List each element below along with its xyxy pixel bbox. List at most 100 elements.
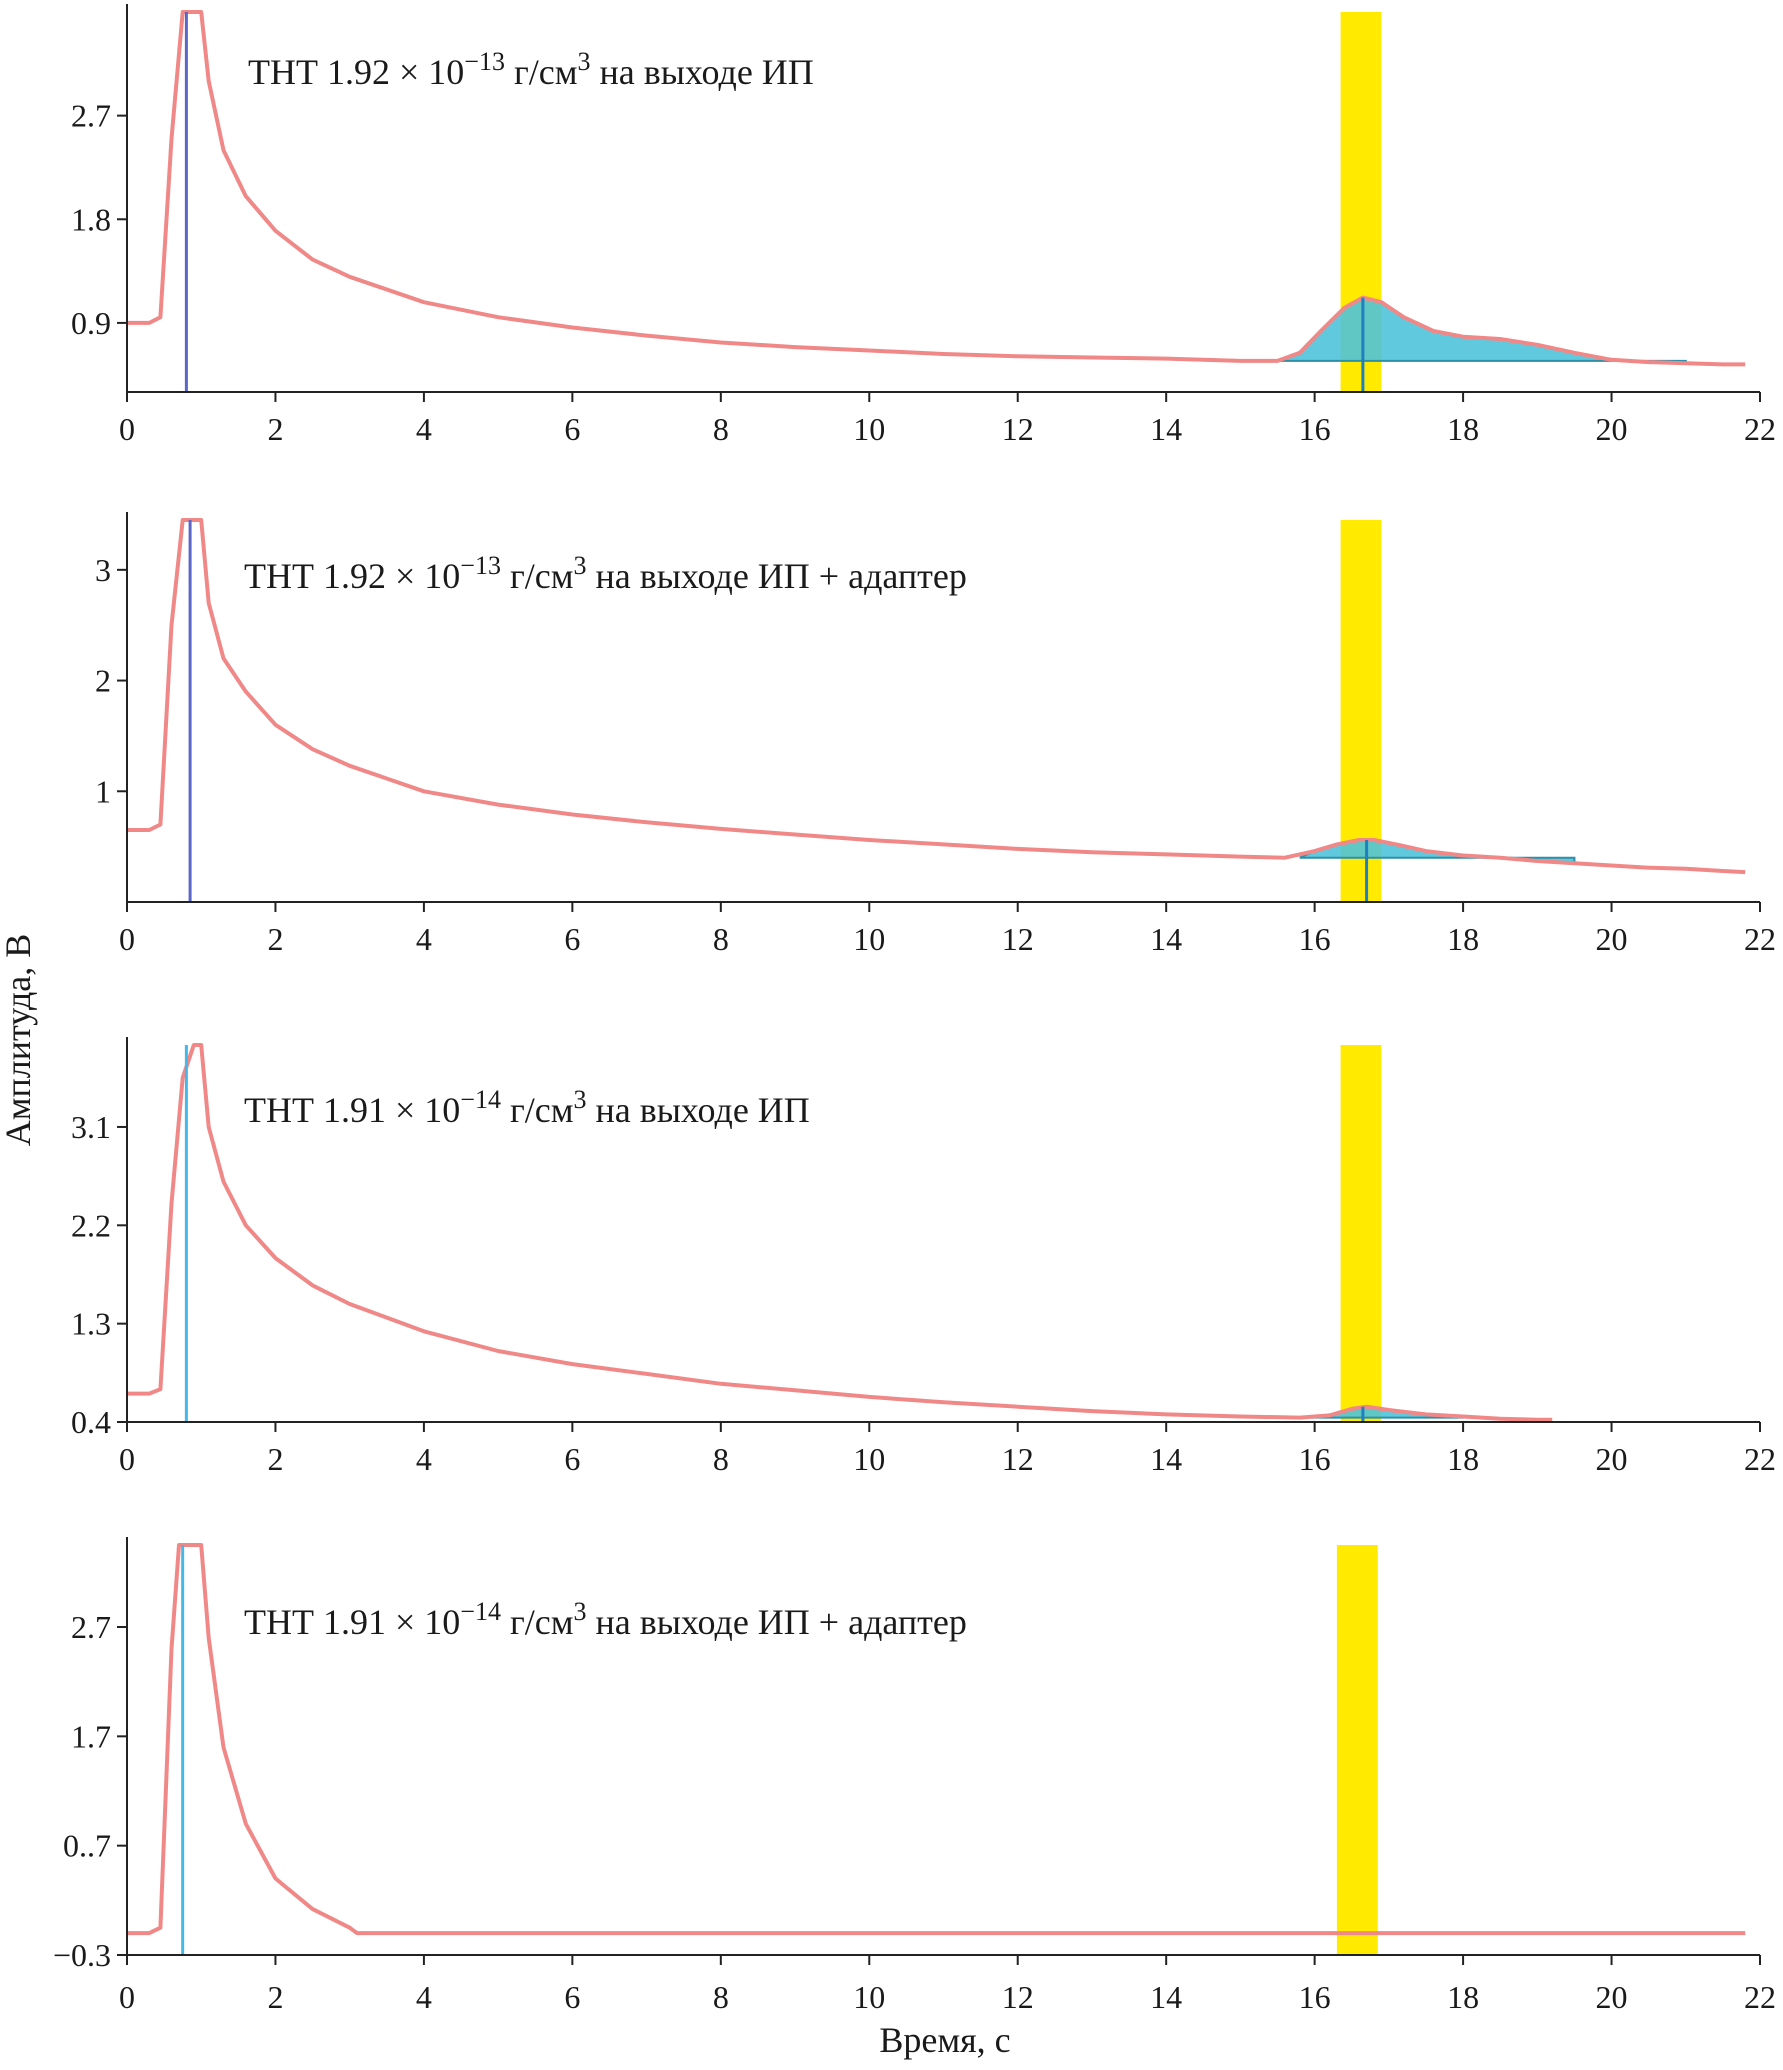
x-tick-label: 4: [416, 411, 432, 447]
y-tick-label: 2.2: [71, 1207, 111, 1243]
x-tick-label: 4: [416, 1979, 432, 2015]
y-tick-label: 1.3: [71, 1306, 111, 1342]
y-tick-label: 1: [95, 773, 111, 809]
annotation-prefix: ТНТ 1.92 × 10: [248, 52, 464, 92]
y-tick-label: 0.4: [71, 1404, 111, 1440]
y-tick-label: 1.7: [71, 1718, 111, 1754]
x-tick-label: 6: [564, 921, 580, 957]
x-tick-label: 12: [1002, 411, 1034, 447]
y-tick-label: 3.1: [71, 1109, 111, 1145]
x-tick-label: 16: [1299, 1979, 1331, 2015]
x-tick-label: 14: [1150, 1979, 1182, 2015]
panel-annotation: ТНТ 1.91 × 10−14 г/см3 на выходе ИП + ад…: [244, 1597, 967, 1642]
x-tick-label: 4: [416, 1441, 432, 1477]
annotation-suffix: на выходе ИП + адаптер: [586, 1602, 966, 1642]
x-tick-label: 20: [1596, 1979, 1628, 2015]
x-tick-label: 10: [853, 1979, 885, 2015]
annotation-units_exp: 3: [577, 47, 590, 76]
panel-1: 0 2 4 6 8 10 12 14 16 18 20 22 0.9 1.8 2.7 ТНТ 1.92 × 1…: [71, 4, 1776, 447]
series-line-signal: [127, 10, 1746, 367]
x-tick-label: 6: [564, 1441, 580, 1477]
x-tick-label: 20: [1596, 411, 1628, 447]
series-line-signal: [127, 1043, 1553, 1422]
annotation-exponent: −14: [460, 1085, 501, 1114]
panel-annotation: ТНТ 1.91 × 10−14 г/см3 на выходе ИП: [244, 1085, 810, 1130]
x-tick-label: 14: [1150, 411, 1182, 447]
x-tick-label: 0: [119, 1979, 135, 2015]
annotation-units: г/см: [501, 1602, 574, 1642]
x-tick-label: 10: [853, 921, 885, 957]
y-tick-label: 3: [95, 552, 111, 588]
x-tick-label: 20: [1596, 921, 1628, 957]
x-tick-label: 18: [1447, 1441, 1479, 1477]
y-tick-label: 1.8: [71, 201, 111, 237]
x-tick-label: 0: [119, 411, 135, 447]
x-tick-label: 0: [119, 1441, 135, 1477]
x-tick-label: 4: [416, 921, 432, 957]
annotation-prefix: ТНТ 1.91 × 10: [244, 1602, 460, 1642]
y-tick-label: 0..7: [63, 1828, 111, 1864]
x-tick-label: 8: [713, 1441, 729, 1477]
annotation-exponent: −13: [464, 47, 505, 76]
x-tick-label: 2: [267, 1441, 283, 1477]
x-tick-label: 16: [1299, 411, 1331, 447]
x-tick-label: 10: [853, 411, 885, 447]
series-line-signal: [127, 1543, 1746, 1936]
annotation-units_exp: 3: [573, 551, 586, 580]
annotation-suffix: на выходе ИП: [586, 1090, 809, 1130]
x-tick-label: 18: [1447, 411, 1479, 447]
x-tick-label: 20: [1596, 1441, 1628, 1477]
x-axis-title: Время, с: [879, 2020, 1010, 2060]
x-tick-label: 16: [1299, 1441, 1331, 1477]
annotation-units: г/см: [501, 556, 574, 596]
x-tick-label: 6: [564, 1979, 580, 2015]
x-tick-label: 2: [267, 1979, 283, 2015]
x-tick-label: 22: [1744, 921, 1776, 957]
annotation-suffix: на выходе ИП + адаптер: [586, 556, 966, 596]
y-axis-title: Амплитуда, В: [0, 934, 38, 1147]
x-tick-label: 6: [564, 411, 580, 447]
x-tick-label: 10: [853, 1441, 885, 1477]
x-tick-label: 8: [713, 921, 729, 957]
x-tick-label: 16: [1299, 921, 1331, 957]
x-tick-label: 18: [1447, 1979, 1479, 2015]
y-tick-label: 2.7: [71, 1609, 111, 1645]
x-tick-label: 12: [1002, 1979, 1034, 2015]
annotation-prefix: ТНТ 1.92 × 10: [244, 556, 460, 596]
x-tick-label: 22: [1744, 1979, 1776, 2015]
x-tick-label: 12: [1002, 921, 1034, 957]
x-tick-label: 2: [267, 411, 283, 447]
annotation-prefix: ТНТ 1.91 × 10: [244, 1090, 460, 1130]
annotation-exponent: −13: [460, 551, 501, 580]
x-tick-label: 2: [267, 921, 283, 957]
annotation-units_exp: 3: [573, 1597, 586, 1626]
annotation-exponent: −14: [460, 1597, 501, 1626]
annotation-units: г/см: [501, 1090, 574, 1130]
annotation-suffix: на выходе ИП: [590, 52, 813, 92]
x-tick-label: 12: [1002, 1441, 1034, 1477]
x-tick-label: 0: [119, 921, 135, 957]
x-tick-label: 14: [1150, 1441, 1182, 1477]
series-line-signal: [127, 518, 1746, 875]
x-tick-label: 22: [1744, 411, 1776, 447]
x-tick-label: 18: [1447, 921, 1479, 957]
panel-3: 0 2 4 6 8 10 12 14 16 18 20 22 0.4 1.3 2.2 3.1 ТНТ 1.91 …: [71, 1037, 1776, 1477]
peak-area: [1277, 296, 1687, 365]
highlight-band: [1336, 1545, 1378, 1955]
y-tick-label: 2: [95, 663, 111, 699]
y-tick-label: 2.7: [71, 98, 111, 134]
panel-annotation: ТНТ 1.92 × 10−13 г/см3 на выходе ИП: [248, 47, 814, 92]
x-tick-label: 22: [1744, 1441, 1776, 1477]
x-tick-label: 14: [1150, 921, 1182, 957]
annotation-units: г/см: [505, 52, 578, 92]
x-tick-label: 8: [713, 411, 729, 447]
annotation-units_exp: 3: [573, 1085, 586, 1114]
panel-annotation: ТНТ 1.92 × 10−13 г/см3 на выходе ИП + ад…: [244, 551, 967, 596]
x-tick-label: 8: [713, 1979, 729, 2015]
y-tick-label: −0.3: [53, 1937, 111, 1973]
highlight-band: [1340, 1045, 1382, 1422]
y-tick-label: 0.9: [71, 305, 111, 341]
